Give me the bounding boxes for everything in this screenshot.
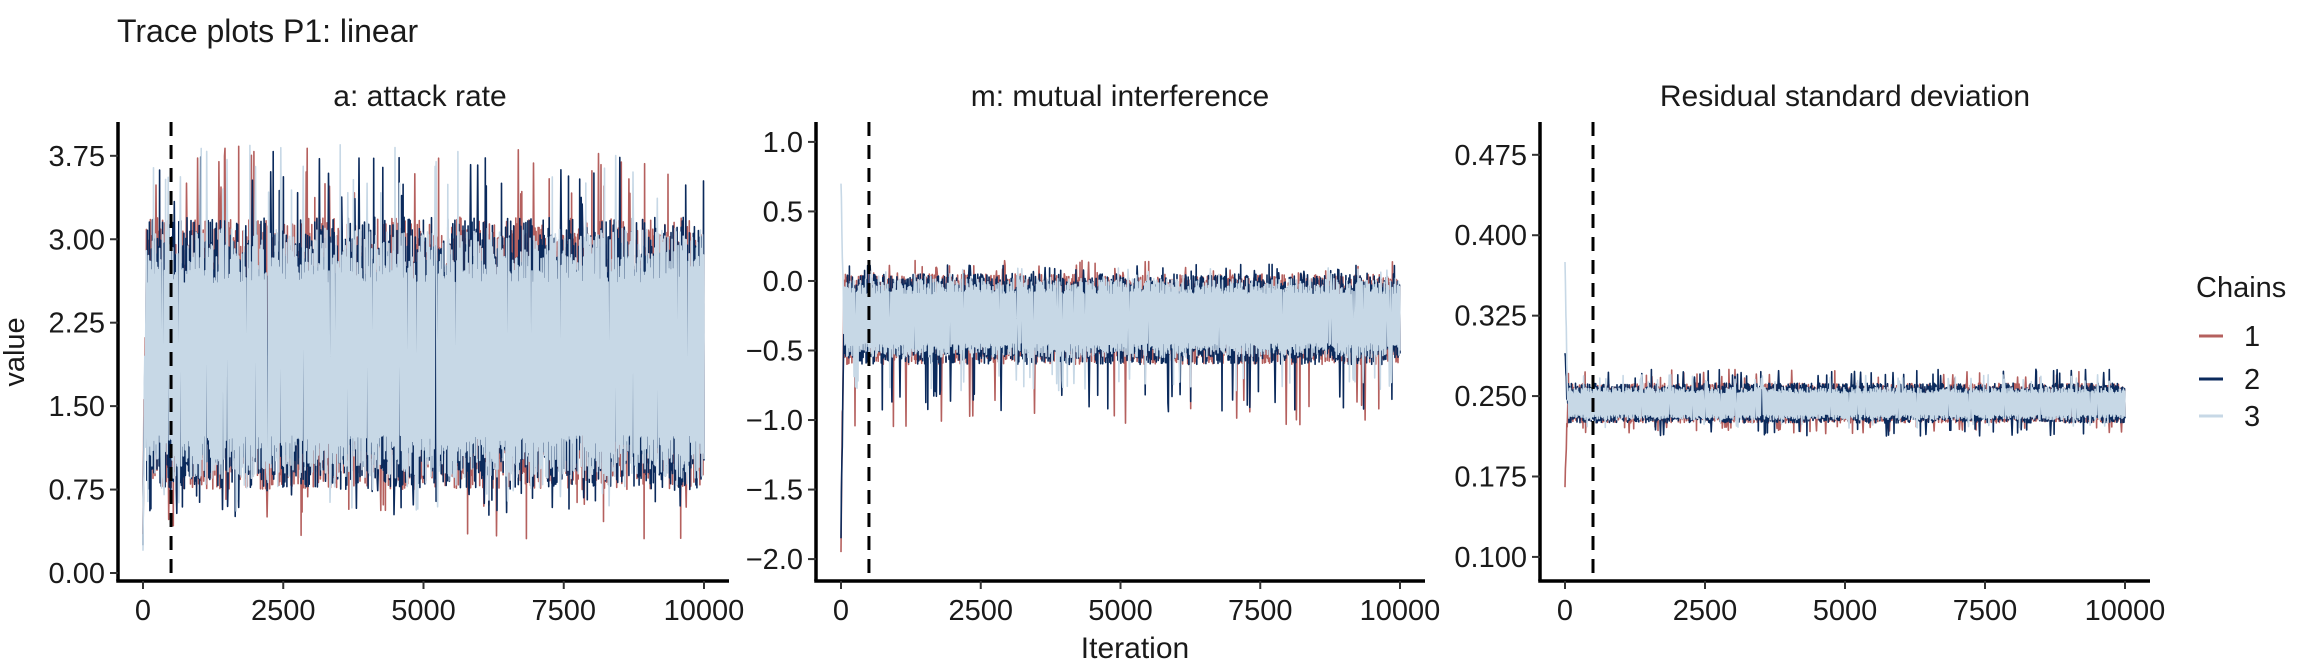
y-tick-label: 0.325 — [1454, 301, 1527, 333]
x-tick-label: 10000 — [664, 595, 745, 627]
panel-title: Residual standard deviation — [1660, 80, 2030, 113]
panel-title: a: attack rate — [333, 80, 506, 113]
y-tick-label: 0.0 — [763, 266, 803, 298]
trace-chain-3 — [840, 183, 1401, 392]
legend-label-chain-3: 3 — [2244, 401, 2260, 433]
figure-title: Trace plots P1: linear — [117, 13, 419, 49]
x-tick-label: 7500 — [1228, 595, 1293, 627]
y-tick-label: −1.0 — [746, 405, 803, 437]
x-axis-label: Iteration — [1081, 632, 1189, 665]
x-tick-label: 10000 — [1360, 595, 1441, 627]
y-tick-label: 3.75 — [49, 141, 105, 173]
panel-1: a: attack rate 0.00 0.75 1.50 2.25 3.00 3.75 0 2… — [49, 80, 745, 627]
x-tick-label: 5000 — [391, 595, 456, 627]
y-tick-label: 1.50 — [49, 391, 105, 423]
legend: Chains 1 2 3 — [2196, 272, 2286, 433]
y-axis-label: value — [0, 317, 31, 386]
trace-chain-3 — [142, 144, 705, 551]
legend-title: Chains — [2196, 272, 2286, 304]
x-tick-label: 10000 — [2085, 595, 2166, 627]
x-tick-label: 5000 — [1088, 595, 1153, 627]
x-tick-label: 0 — [135, 595, 151, 627]
x-tick-label: 2500 — [948, 595, 1013, 627]
panel-title: m: mutual interference — [971, 80, 1269, 113]
y-tick-label: 0.5 — [763, 196, 803, 228]
legend-label-chain-1: 1 — [2244, 321, 2260, 353]
legend-label-chain-2: 2 — [2244, 364, 2260, 396]
y-tick-label: 0.100 — [1454, 542, 1527, 574]
y-tick-label: −2.0 — [746, 544, 803, 576]
x-tick-label: 7500 — [531, 595, 596, 627]
x-tick-label: 2500 — [251, 595, 316, 627]
panel-3: Residual standard deviation 0.100 0.175 0.2… — [1454, 80, 2165, 627]
y-tick-label: 0.75 — [49, 475, 105, 507]
trace-chain-3 — [1564, 261, 2126, 429]
y-tick-label: −0.5 — [746, 336, 803, 368]
y-tick-label: 2.25 — [49, 308, 105, 340]
y-tick-label: 1.0 — [763, 127, 803, 159]
x-tick-label: 0 — [833, 595, 849, 627]
y-tick-label: 3.00 — [49, 224, 105, 256]
x-tick-label: 2500 — [1673, 595, 1738, 627]
x-tick-label: 7500 — [1953, 595, 2018, 627]
y-tick-label: 0.475 — [1454, 140, 1527, 172]
x-tick-label: 5000 — [1813, 595, 1878, 627]
y-tick-label: 0.175 — [1454, 461, 1527, 493]
y-tick-label: 0.00 — [49, 558, 105, 590]
panel-2: m: mutual interference −2.0 −1.5 −1.0 −0.5 0.… — [746, 80, 1441, 627]
x-tick-label: 0 — [1557, 595, 1573, 627]
y-tick-label: 0.400 — [1454, 220, 1527, 252]
y-tick-label: −1.5 — [746, 475, 803, 507]
y-tick-label: 0.250 — [1454, 381, 1527, 413]
